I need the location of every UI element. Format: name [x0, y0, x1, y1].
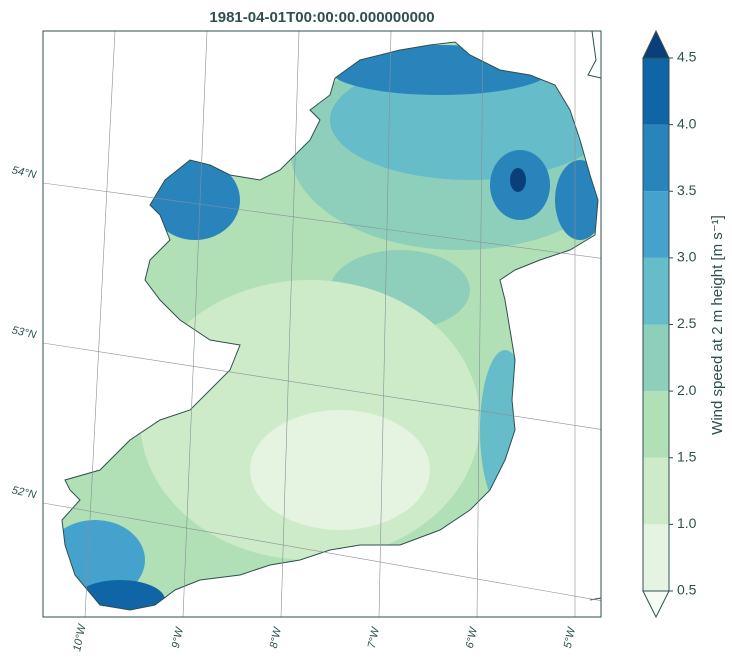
colorbar-extend-high [642, 29, 670, 59]
colorbar: 0.5 1.0 1.5 2.0 2.5 3.0 3.5 4.0 4.5 [642, 29, 697, 619]
longitude-line [476, 31, 484, 617]
colorbar-band [643, 391, 669, 458]
colorbar-band [643, 457, 669, 525]
wind-field [62, 42, 598, 610]
map-area [43, 31, 601, 617]
longitude-line [280, 31, 300, 617]
longitude-line [182, 31, 208, 617]
colorbar-tick-label: 3.0 [677, 249, 697, 265]
colorbar-tick-label: 2.0 [677, 382, 697, 398]
latitude-label: 53°N [11, 324, 38, 341]
latitude-line [43, 342, 601, 430]
colorbar-band [643, 58, 669, 125]
colorbar-label: Wind speed at 2 m height [m s⁻¹] [709, 215, 726, 435]
longitude-label: 6°W [464, 625, 480, 650]
longitude-line [378, 31, 392, 617]
latitude-line [43, 502, 601, 601]
latitude-label: 54°N [11, 164, 38, 181]
colorbar-tick-label: 1.5 [677, 448, 697, 464]
colorbar-tick-label: 4.5 [677, 49, 697, 65]
longitude-label: 9°W [170, 625, 186, 650]
colorbar-tick-label: 3.5 [677, 182, 697, 198]
colorbar-band [643, 524, 669, 591]
colorbar-band [643, 324, 669, 392]
colorbar-band [643, 257, 669, 325]
map-title: 1981-04-01T00:00:00.000000000 [209, 9, 434, 26]
colorbar-extend-low [642, 590, 670, 619]
colorbar-tick-label: 0.5 [677, 582, 697, 598]
longitude-label: 7°W [366, 625, 382, 650]
colorbar-band [643, 124, 669, 192]
latitude-label: 52°N [11, 484, 38, 501]
colorbar-tick-label: 4.0 [677, 115, 697, 131]
colorbar-tick-label: 2.5 [677, 315, 697, 331]
graticule [43, 31, 601, 617]
colorbar-band [643, 191, 669, 258]
colorbar-tick-label: 1.0 [677, 515, 697, 531]
longitude-line [84, 31, 116, 617]
longitude-label: 5°W [562, 625, 578, 650]
latitude-line [43, 182, 601, 259]
longitude-label: 8°W [268, 625, 284, 650]
map-frame [42, 30, 602, 618]
longitude-label: 10°W [71, 622, 89, 653]
